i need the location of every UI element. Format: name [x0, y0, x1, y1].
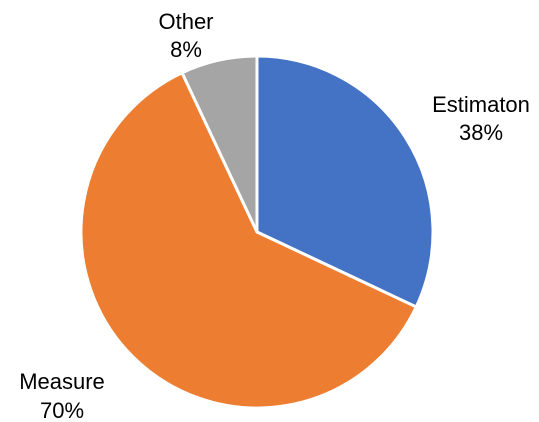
pie-slices: [79, 54, 435, 410]
slice-label-other-value: 8%: [170, 37, 202, 62]
pie-slice-estimaton: [255, 54, 435, 309]
slice-label-estimaton-value: 38%: [459, 120, 503, 145]
slice-label-measure-value: 70%: [40, 398, 84, 422]
slice-label-other-name: Other: [158, 9, 213, 34]
slice-label-measure-name: Measure: [19, 369, 105, 394]
slice-label-estimaton-name: Estimaton: [432, 92, 530, 117]
pie-slice-other: [180, 54, 259, 234]
pie-slice-measure: [79, 71, 418, 410]
slice-label-measure: Measure 70%: [19, 369, 105, 422]
slice-label-estimaton: Estimaton 38%: [432, 92, 530, 145]
slice-label-other: Other 8%: [158, 9, 213, 62]
